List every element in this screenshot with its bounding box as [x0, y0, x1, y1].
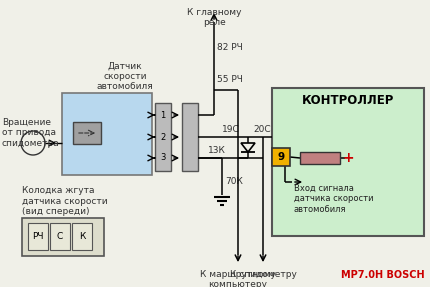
Bar: [182, 103, 198, 171]
Text: МР7.0Н BOSCH: МР7.0Н BOSCH: [341, 270, 425, 280]
Text: Колодка жгута
датчика скорости
(вид спереди): Колодка жгута датчика скорости (вид спер…: [22, 186, 108, 216]
Text: РЧ: РЧ: [32, 232, 44, 241]
Bar: [22, 218, 104, 256]
Bar: [272, 148, 290, 166]
Bar: [300, 152, 340, 164]
Text: 19С: 19С: [222, 125, 240, 134]
Text: Датчик
скорости
автомобиля: Датчик скорости автомобиля: [97, 61, 154, 91]
Text: 13К: 13К: [208, 146, 226, 155]
Text: 55 РЧ: 55 РЧ: [217, 75, 243, 84]
Text: 2: 2: [160, 133, 166, 141]
Text: 70К: 70К: [225, 177, 243, 187]
Text: К маршрутному
компьютеру: К маршрутному компьютеру: [200, 270, 276, 287]
Text: К спидометру: К спидометру: [230, 270, 296, 279]
Bar: [28, 223, 48, 250]
Text: 20С: 20С: [253, 125, 270, 134]
Text: 9: 9: [277, 152, 285, 162]
Bar: [155, 103, 171, 171]
Text: 82 РЧ: 82 РЧ: [217, 42, 243, 51]
Bar: [62, 93, 152, 175]
Bar: [73, 122, 101, 144]
Text: Вращение
от привода
спидометра: Вращение от привода спидометра: [2, 118, 60, 148]
Text: К: К: [79, 232, 85, 241]
Text: 1: 1: [160, 110, 166, 119]
Bar: [72, 223, 92, 250]
Text: Вход сигнала
датчика скорости
автомобиля: Вход сигнала датчика скорости автомобиля: [294, 184, 374, 214]
Text: К главному
реле: К главному реле: [187, 8, 241, 27]
Bar: [272, 88, 424, 236]
Text: +: +: [342, 151, 354, 165]
Text: КОНТРОЛЛЕР: КОНТРОЛЛЕР: [302, 94, 394, 106]
Text: С: С: [57, 232, 63, 241]
Bar: [50, 223, 70, 250]
Text: 3: 3: [160, 154, 166, 162]
